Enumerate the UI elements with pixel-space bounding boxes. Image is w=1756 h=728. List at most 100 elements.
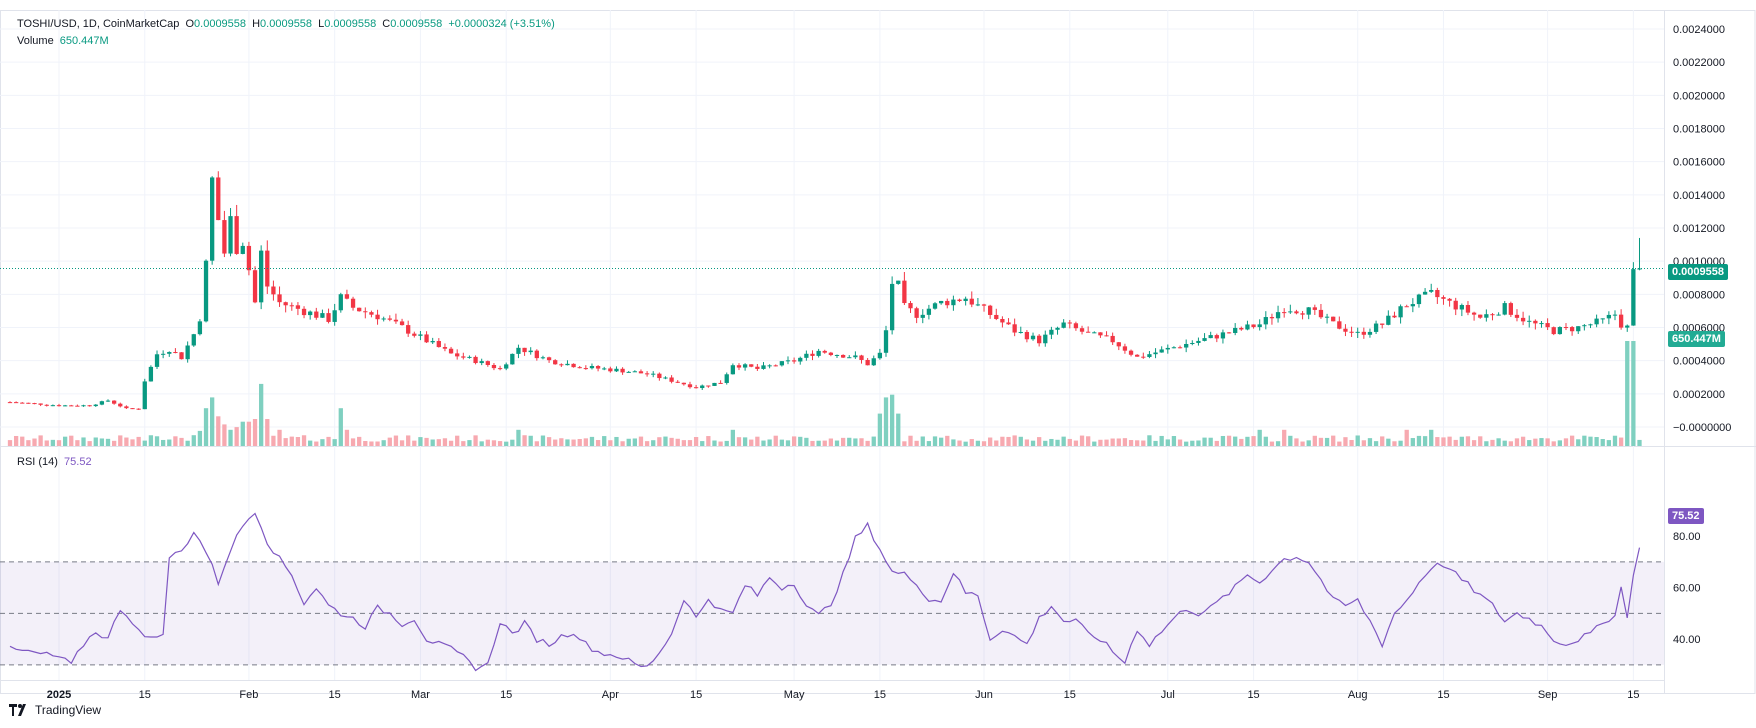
candle-body [1527, 320, 1532, 322]
candle-body [988, 305, 993, 315]
volume-bar [1416, 435, 1422, 446]
volume-bar [804, 437, 809, 446]
price-tag: 0.0009558 [1668, 264, 1728, 280]
candle-body [1588, 324, 1593, 326]
volume-bar [632, 438, 637, 446]
candle-body [1563, 327, 1569, 329]
volume-bar [277, 429, 282, 446]
volume-bar [1239, 438, 1244, 446]
candle-body [528, 350, 533, 353]
volume-bar [1361, 440, 1366, 446]
candle-body [651, 373, 656, 375]
volume-bar [945, 435, 950, 446]
candle-body [1447, 298, 1452, 301]
time-tick-label: Aug [1348, 689, 1368, 701]
candle-body [700, 385, 705, 389]
volume-bar [56, 440, 62, 446]
candle-body [779, 361, 785, 366]
volume-bar [1422, 436, 1428, 446]
candle-body [295, 305, 301, 309]
volume-bar [791, 436, 797, 446]
volume-bar [191, 435, 196, 446]
volume-bar [1092, 441, 1097, 446]
candle-body [889, 283, 895, 331]
candle-body [1251, 324, 1256, 328]
volume-bar [436, 439, 441, 446]
candle-body [1233, 327, 1238, 334]
volume-bar [1147, 435, 1152, 446]
candle-body [1263, 317, 1268, 325]
candle-body [277, 294, 282, 303]
candle-body [1153, 352, 1158, 355]
volume-bar [718, 441, 723, 446]
candle-body [161, 353, 166, 355]
volume-bar [651, 440, 656, 446]
volume-bar [1275, 441, 1281, 446]
volume-bar [1245, 436, 1250, 446]
time-tick-label: Mar [411, 689, 430, 701]
candle-body [534, 350, 539, 359]
candle-body [896, 280, 901, 284]
volume-bar [461, 441, 466, 446]
volume-bar [840, 437, 846, 446]
candle-body [1196, 340, 1201, 343]
tradingview-logo[interactable]: TradingView [9, 703, 101, 717]
volume-bar [430, 439, 435, 446]
volume-bar [687, 440, 693, 446]
volume-bar [779, 439, 785, 446]
candle-body [271, 286, 276, 295]
volume-bar [1043, 440, 1048, 446]
candle-body [1625, 325, 1630, 328]
volume-bar [828, 438, 834, 446]
volume-bar [301, 435, 307, 446]
candle-body [338, 294, 343, 311]
volume-bar [154, 436, 160, 446]
candle-body [1496, 314, 1501, 316]
rsi-line [9, 512, 1641, 672]
candle-body [516, 347, 521, 354]
price-tick-label: 0.0008000 [1673, 289, 1725, 301]
volume-bar [1582, 435, 1587, 446]
candle-body [1478, 314, 1483, 318]
price-tick-label: 0.0016000 [1673, 157, 1725, 169]
volume-tag: 650.447M [1668, 331, 1725, 347]
candle-body [1092, 332, 1097, 334]
volume-bar [1190, 440, 1195, 446]
volume-bar [859, 438, 864, 446]
volume-bar [467, 440, 472, 446]
volume-bar [1110, 438, 1115, 446]
candle-body [1300, 313, 1305, 315]
volume-bar [1392, 441, 1397, 446]
candle-body [1177, 347, 1183, 349]
candle-body [1018, 331, 1023, 333]
volume-bar [1269, 441, 1275, 446]
volume-bar [344, 429, 350, 446]
candle-body [834, 354, 840, 356]
candle-body [1067, 322, 1072, 324]
candle-body [1435, 289, 1440, 298]
volume-bar [179, 437, 184, 446]
candle-body [320, 313, 325, 318]
volume-bar [1349, 439, 1354, 446]
candle-body [614, 368, 619, 372]
volume-bar [118, 435, 123, 446]
candle-body [124, 406, 129, 409]
candle-body [1612, 314, 1618, 316]
volume-bar [1135, 440, 1140, 446]
candle-body [369, 312, 374, 315]
volume-bar [1557, 440, 1563, 446]
candle-body [1306, 307, 1311, 315]
volume-bar [142, 440, 147, 446]
volume-bar [1318, 437, 1324, 446]
volume-bar [1037, 437, 1042, 446]
volume-bar [308, 440, 313, 446]
volume-bar [1398, 440, 1403, 446]
candle-body [467, 356, 472, 358]
volume-bar [485, 439, 490, 446]
candle-body [7, 402, 13, 404]
brand-label: TradingView [35, 703, 102, 717]
volume-bar [448, 440, 454, 446]
volume-bar [1208, 437, 1213, 446]
volume-bar [173, 436, 178, 446]
